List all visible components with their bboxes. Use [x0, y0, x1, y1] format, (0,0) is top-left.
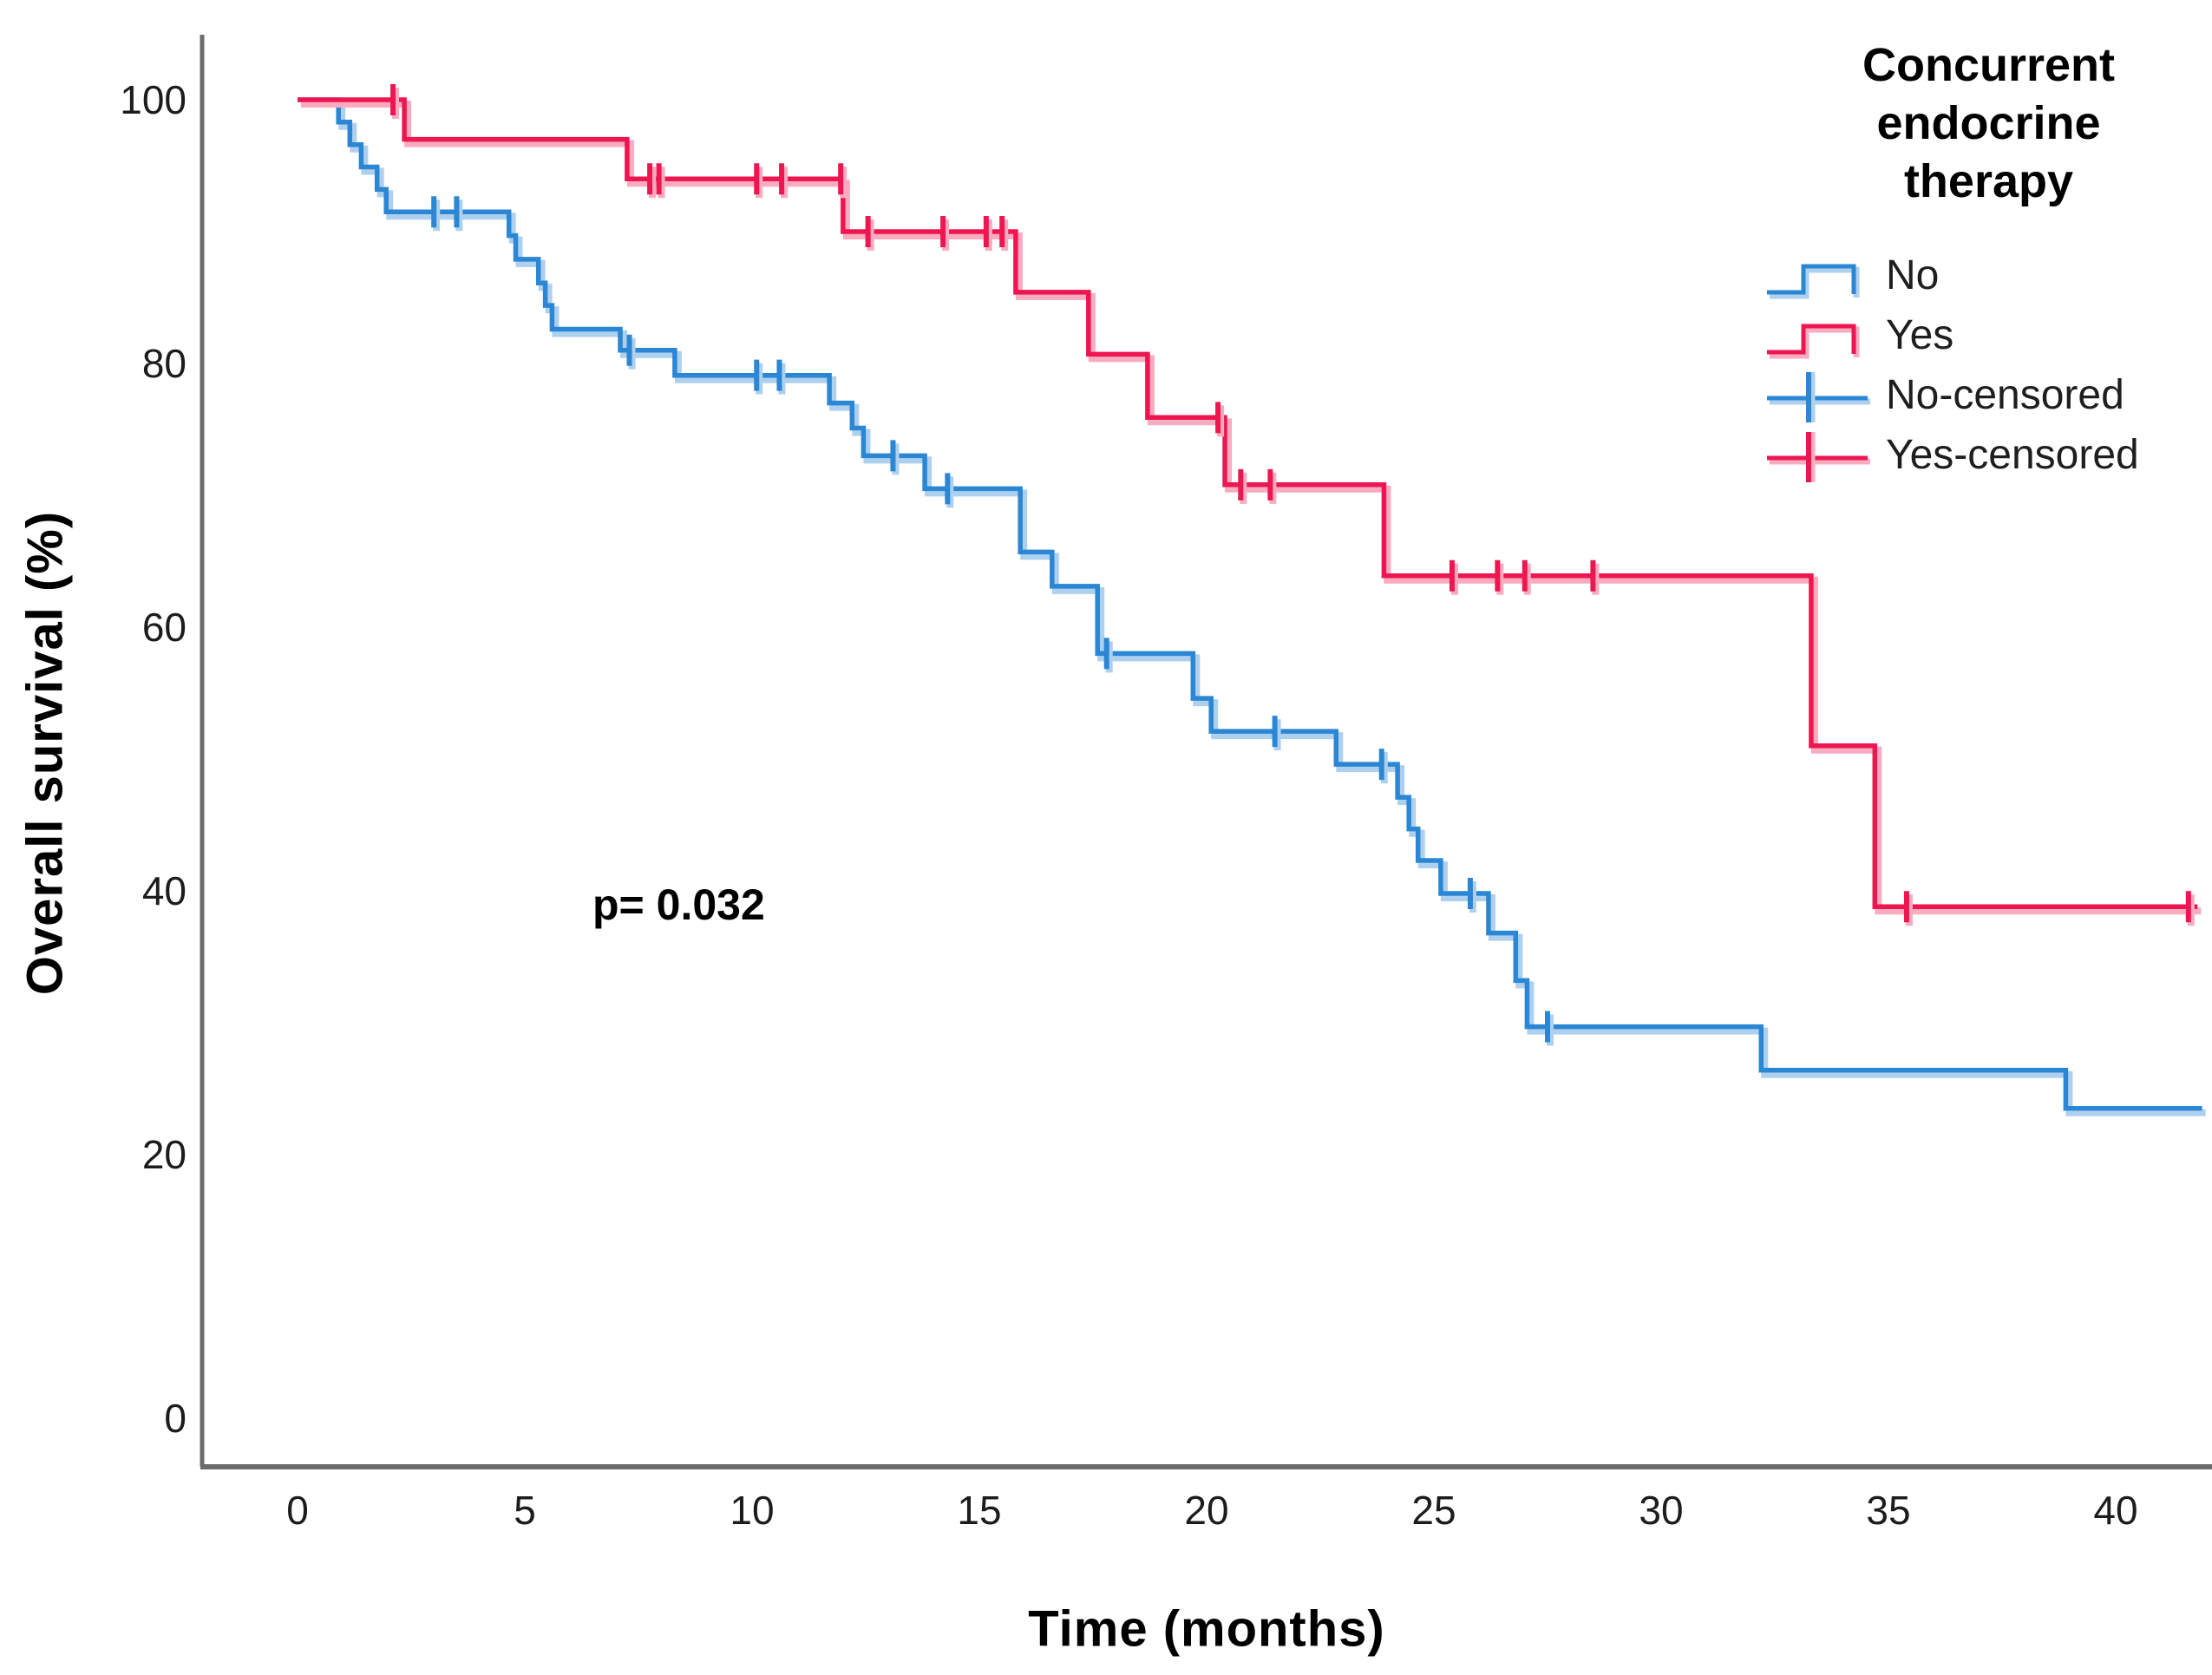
legend-entry-yes-censored: Yes-censored — [1765, 425, 2212, 485]
legend-censor-plus-icon — [1767, 371, 1870, 422]
legend-glyph-stroke — [1767, 264, 1856, 294]
legend-entries: No Yes No-censored Yes-censored — [1765, 245, 2212, 485]
legend: Concurrent endocrine therapy No Yes No-cen… — [1765, 36, 2212, 485]
x-tick-label: 0 — [286, 1488, 309, 1533]
x-tick-label: 25 — [1411, 1488, 1456, 1533]
y-tick-label: 40 — [142, 868, 187, 913]
legend-glyph-stroke — [1767, 324, 1856, 354]
y-tick-label: 100 — [120, 77, 187, 122]
legend-glyph-stroke — [1770, 326, 1860, 358]
legend-title-line: endocrine — [1876, 97, 2101, 149]
x-tick-label: 35 — [1866, 1488, 1910, 1533]
x-axis-title: Time (months) — [1028, 1600, 1385, 1658]
y-tick-label: 80 — [142, 341, 187, 386]
legend-entry-yes: Yes — [1765, 305, 2212, 365]
legend-glyph-stroke — [1770, 266, 1860, 298]
legend-entry-label: Yes — [1886, 312, 1954, 358]
legend-entry-label: No — [1886, 252, 1940, 298]
legend-entry-no-censored: No-censored — [1765, 365, 2212, 425]
legend-step-line-icon — [1767, 264, 1860, 298]
y-tick-label: 60 — [142, 605, 187, 650]
legend-entry-label: No-censored — [1886, 372, 2124, 418]
legend-censor-plus-icon — [1767, 431, 1870, 482]
survival-curve-yes — [298, 97, 2198, 909]
x-tick-label: 10 — [730, 1488, 774, 1533]
p-value-annotation: p= 0.032 — [592, 880, 765, 929]
legend-title-line: Concurrent — [1862, 39, 2115, 91]
legend-title-line: therapy — [1903, 155, 2074, 207]
y-tick-label: 0 — [164, 1396, 187, 1441]
x-tick-label: 5 — [514, 1488, 536, 1533]
legend-step-line-icon — [1767, 324, 1860, 358]
survival-curve-halo-yes — [301, 101, 2202, 915]
x-tick-label: 30 — [1639, 1488, 1683, 1533]
x-tick-label: 15 — [957, 1488, 1001, 1533]
y-tick-label: 20 — [142, 1132, 187, 1177]
survival-curve-no — [298, 97, 2202, 1111]
x-tick-label: 40 — [2093, 1488, 2137, 1533]
y-axis-title: Overall survival (%) — [16, 510, 74, 996]
legend-entry-label: Yes-censored — [1886, 432, 2139, 478]
x-tick-label: 20 — [1184, 1488, 1228, 1533]
legend-entry-no: No — [1765, 245, 2212, 305]
legend-title: Concurrent endocrine therapy — [1765, 36, 2212, 211]
